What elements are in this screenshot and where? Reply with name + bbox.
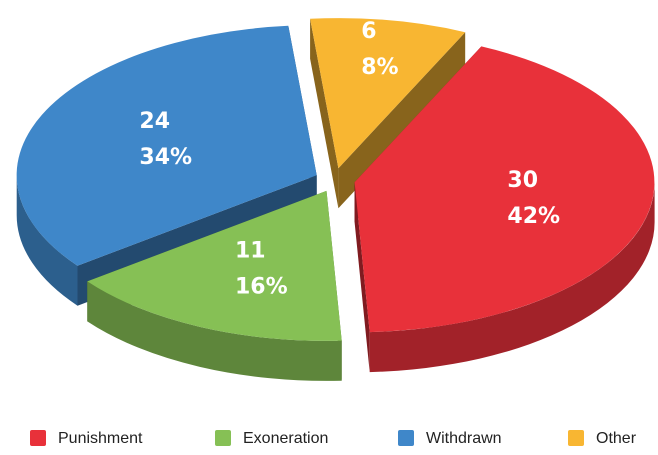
data-label: 16% — [235, 275, 288, 300]
data-label: 11 — [235, 239, 266, 264]
legend-label: Other — [596, 430, 637, 447]
data-label: 6 — [361, 19, 376, 44]
legend-label: Punishment — [58, 430, 143, 447]
legend-swatch — [568, 430, 584, 446]
slice-face — [354, 182, 370, 373]
slice-face — [310, 18, 339, 209]
legend-swatch — [30, 430, 46, 446]
slice — [16, 25, 317, 266]
legend-swatch — [398, 430, 414, 446]
legend-label: Withdrawn — [426, 430, 502, 447]
data-label: 42% — [507, 204, 560, 229]
slice-face — [338, 32, 466, 209]
slice — [354, 46, 655, 333]
data-label: 34% — [139, 145, 192, 170]
data-label: 30 — [507, 168, 538, 193]
data-label: 8% — [361, 55, 398, 80]
slice-side — [16, 175, 78, 306]
slice-side — [87, 281, 342, 381]
slice-side — [369, 182, 655, 373]
legend-swatch — [215, 430, 231, 446]
slice — [310, 18, 466, 169]
data-label: 24 — [139, 109, 170, 134]
legend-label: Exoneration — [243, 430, 328, 447]
slice — [87, 190, 342, 341]
